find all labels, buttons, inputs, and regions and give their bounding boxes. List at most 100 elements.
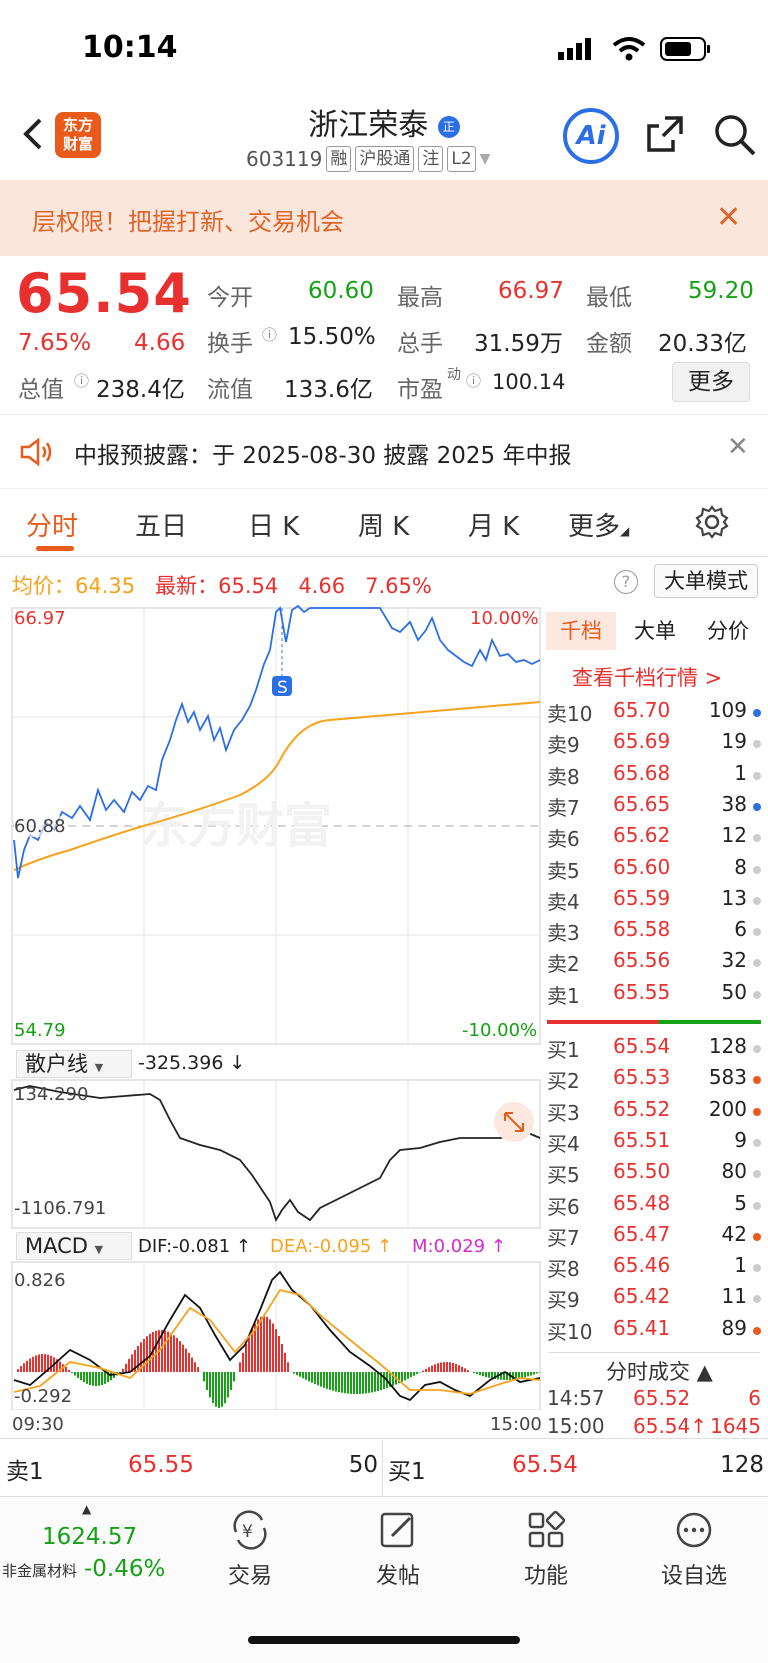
notice-text[interactable]: 中报预披露：于 2025-08-30 披露 2025 年中报 (74, 443, 572, 469)
ask-row[interactable]: 卖8 65.68 1 (547, 761, 761, 791)
float-value: 133.6亿 (284, 377, 373, 403)
macd-bar (41, 1354, 43, 1372)
macd-bar (95, 1372, 97, 1386)
help-icon[interactable]: ? (614, 570, 638, 594)
macd-bar (71, 1372, 73, 1373)
ask-row[interactable]: 卖5 65.60 8 (547, 855, 761, 885)
nav-functions[interactable]: 功能 (496, 1510, 596, 1590)
search-icon[interactable] (712, 112, 758, 162)
tab-more[interactable]: 更多◢ (568, 512, 630, 542)
index-name: 非金属材料 (2, 1562, 78, 1580)
ask-price: 65.58 (613, 917, 671, 942)
bid-label: 买7 (547, 1225, 580, 1250)
macd-bar (488, 1372, 490, 1378)
macd-bar (128, 1359, 130, 1372)
macd-bar (146, 1336, 148, 1372)
macd-bar (500, 1372, 502, 1380)
sector-index[interactable]: ▲ 1624.57 非金属材料 -0.46% (2, 1502, 166, 1582)
macd-bar (287, 1362, 289, 1372)
tab-daily-k[interactable]: 日 K (248, 512, 300, 542)
ask-row[interactable]: 卖10 65.70 109 (547, 698, 761, 728)
tab-big-order[interactable]: 大单 (634, 619, 676, 643)
tab-monthly-k[interactable]: 月 K (468, 512, 520, 542)
ask-volume: 6 (734, 917, 747, 942)
macd-bar (254, 1323, 256, 1372)
bid-row[interactable]: 买10 65.41 89 (547, 1316, 761, 1346)
tab-intraday[interactable]: 分时 (26, 512, 79, 542)
bid-label: 买2 (547, 1069, 580, 1094)
back-icon[interactable] (18, 112, 48, 156)
gear-icon[interactable] (694, 504, 730, 544)
macd-bar (140, 1342, 142, 1372)
macd-bar (206, 1372, 208, 1390)
tab-depth[interactable]: 千档 (546, 612, 616, 650)
ask-label: 卖5 (547, 858, 580, 883)
bid-row[interactable]: 买9 65.42 11 (547, 1284, 761, 1314)
macd-bar (392, 1372, 394, 1386)
order-dot-icon (753, 1295, 761, 1304)
macd-bar (446, 1362, 448, 1372)
close-icon[interactable]: ✕ (716, 200, 742, 235)
ask-row[interactable]: 卖2 65.56 32 (547, 948, 761, 978)
bid1-summary[interactable]: 买1 65.54 128 (388, 1452, 764, 1485)
macd-bar (365, 1372, 367, 1394)
bid-row[interactable]: 买2 65.53 583 (547, 1065, 761, 1095)
more-button[interactable]: 更多 (672, 362, 750, 402)
bid-row[interactable]: 买7 65.47 42 (547, 1222, 761, 1252)
bid-row[interactable]: 买5 65.50 80 (547, 1159, 761, 1189)
home-indicator[interactable] (248, 1636, 520, 1644)
ask-row[interactable]: 卖9 65.69 19 (547, 729, 761, 759)
macd-bar (284, 1352, 286, 1372)
intraday-chart[interactable]: 东方财富 S (0, 600, 545, 1410)
caret-down-icon[interactable]: ▼ (479, 151, 491, 167)
ask-row[interactable]: 卖1 65.55 50 (547, 980, 761, 1010)
macd-bar (524, 1372, 526, 1378)
macd-bar (308, 1372, 310, 1382)
macd-bar (506, 1372, 508, 1380)
tab-price-dist[interactable]: 分价 (707, 619, 749, 643)
ticks-title[interactable]: 分时成交 ▲ (606, 1360, 713, 1384)
macd-bar (233, 1372, 235, 1382)
macd-bar (491, 1372, 493, 1379)
dea-line (13, 1288, 541, 1395)
pe-label: 市盈 (397, 377, 443, 403)
divider (382, 1440, 383, 1496)
macd-axis-bottom: -0.292 (14, 1386, 73, 1407)
bid-row[interactable]: 买1 65.54 128 (547, 1034, 761, 1064)
info-icon[interactable]: ⓘ (262, 326, 278, 344)
promo-banner[interactable] (0, 180, 768, 256)
nav-post[interactable]: 发帖 (348, 1510, 448, 1590)
share-icon[interactable] (643, 112, 687, 160)
info-icon[interactable]: ⓘ (466, 372, 482, 390)
expand-icon[interactable] (504, 1112, 524, 1132)
nav-trade[interactable]: ¥ 交易 (200, 1510, 300, 1590)
nav-add-watchlist[interactable]: 设自选 (644, 1510, 744, 1590)
sell-marker[interactable] (272, 676, 292, 696)
retail-line-selector[interactable]: 散户线 ▼ (16, 1050, 132, 1078)
ask-row[interactable]: 卖7 65.65 38 (547, 792, 761, 822)
ask-row[interactable]: 卖3 65.58 6 (547, 917, 761, 947)
close-icon[interactable]: ✕ (727, 432, 749, 462)
tag-connect: 沪股通 (355, 146, 415, 172)
ask-row[interactable]: 卖6 65.62 12 (547, 823, 761, 853)
depth-link[interactable]: 查看千档行情 > (572, 666, 723, 690)
macd-bar (257, 1319, 259, 1372)
bid-row[interactable]: 买8 65.46 1 (547, 1253, 761, 1283)
macd-bar (458, 1365, 460, 1372)
ai-button[interactable]: Ai (563, 108, 619, 164)
bid-row[interactable]: 买3 65.52 200 (547, 1097, 761, 1127)
info-icon[interactable]: ⓘ (74, 372, 90, 390)
m-value: M:0.029 ↑ (412, 1236, 506, 1257)
ask1-summary[interactable]: 卖1 65.55 50 (6, 1452, 378, 1485)
badge-icon: 正 (437, 115, 460, 138)
order-dot-icon (753, 959, 761, 968)
bid-row[interactable]: 买6 65.48 5 (547, 1191, 761, 1221)
macd-selector[interactable]: MACD ▼ (16, 1232, 132, 1260)
tab-weekly-k[interactable]: 周 K (358, 512, 410, 542)
bid-row[interactable]: 买4 65.51 9 (547, 1128, 761, 1158)
tab-five-day[interactable]: 五日 (135, 512, 188, 542)
latest-change: 4.66 (298, 574, 346, 598)
big-order-mode-button[interactable]: 大单模式 (654, 564, 758, 598)
change-value: 4.66 (134, 330, 186, 356)
ask-row[interactable]: 卖4 65.59 13 (547, 886, 761, 916)
